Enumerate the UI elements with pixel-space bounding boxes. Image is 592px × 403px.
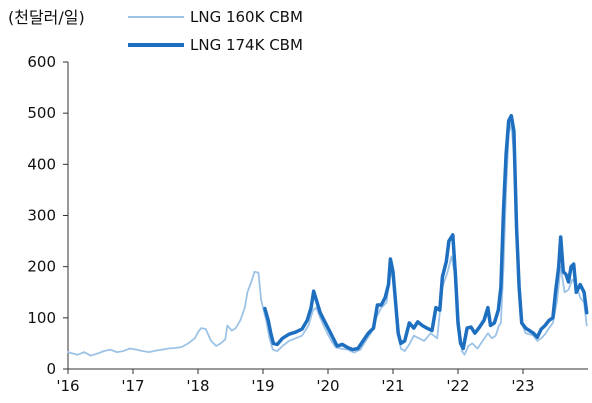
legend-item-174k: LNG 174K CBM [128,36,303,54]
x-axis-ticks: '16 '17 '18 '19 '20 '21 '22 '23 [56,369,535,395]
series-line-174k [263,113,589,352]
y-tick-label: 300 [27,207,56,225]
y-tick-label: 500 [27,104,56,122]
legend-swatch-174k [128,43,184,47]
legend-item-160k: LNG 160K CBM [128,8,303,26]
series-layer [67,113,589,357]
x-tick-label: '16 [56,377,79,395]
legend-swatch-160k [128,16,184,18]
x-tick-label: '22 [446,377,469,395]
y-tick-label: 400 [27,155,56,173]
x-tick-label: '21 [381,377,404,395]
x-tick-label: '19 [251,377,274,395]
y-tick-label: 600 [27,53,56,71]
x-tick-label: '17 [121,377,144,395]
x-tick-label: '23 [511,377,534,395]
x-tick-label: '20 [316,377,339,395]
legend-label-160k: LNG 160K CBM [190,8,303,26]
y-axis-ticks: 0 100 200 300 400 500 600 [27,53,68,378]
series-line-160k [67,122,588,357]
x-tick-label: '18 [186,377,209,395]
y-tick-label: 100 [27,309,56,327]
legend-label-174k: LNG 174K CBM [190,36,303,54]
y-axis-unit-label: (천달러/일) [8,8,85,27]
y-tick-label: 200 [27,258,56,276]
y-tick-label: 0 [46,360,56,378]
